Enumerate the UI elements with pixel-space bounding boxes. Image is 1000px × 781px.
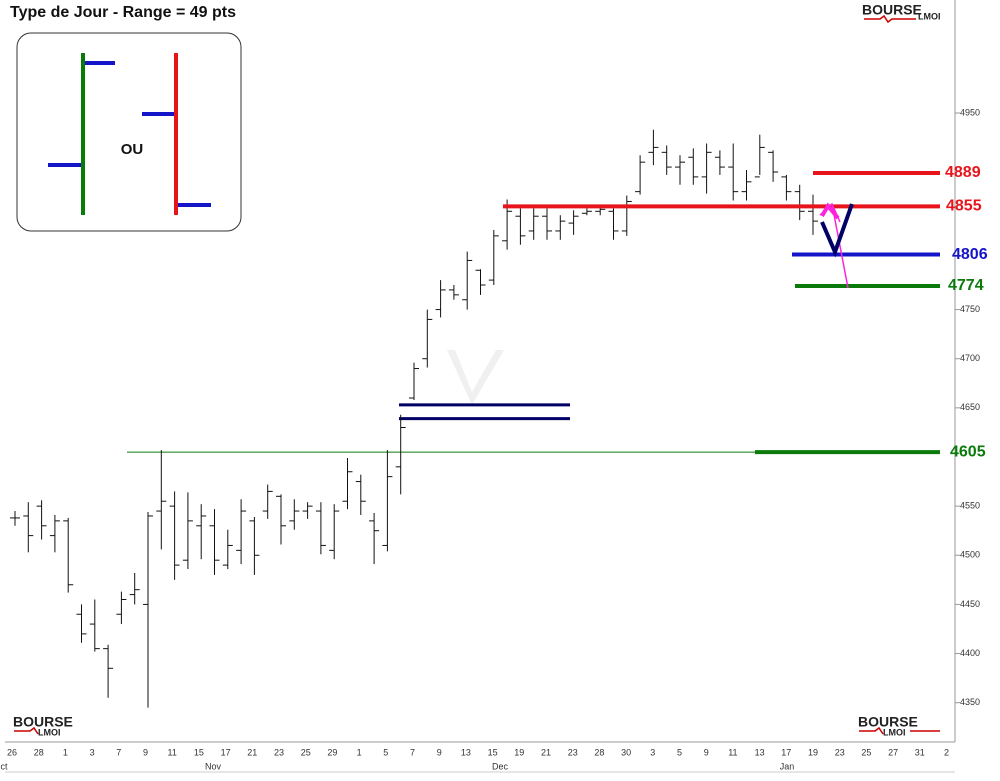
- logo-sub: LMOI: [918, 11, 941, 21]
- x-tick-label: 27: [888, 747, 898, 757]
- y-tick-label: 4950: [960, 107, 980, 117]
- x-tick-label: 1: [63, 747, 68, 757]
- level-label: 4806: [952, 246, 988, 263]
- x-tick-label: 23: [568, 747, 578, 757]
- x-tick-label: 25: [861, 747, 871, 757]
- pink-arrow-head: [820, 202, 840, 220]
- x-tick-label: 15: [194, 747, 204, 757]
- x-tick-label: 21: [247, 747, 257, 757]
- x-tick-label: 1: [357, 747, 362, 757]
- watermark: [447, 350, 504, 405]
- month-label: Nov: [205, 761, 222, 771]
- x-tick-label: 3: [650, 747, 655, 757]
- inset-box: [16, 32, 242, 232]
- x-tick-label: 29: [327, 747, 337, 757]
- logo-name: BOURSE: [858, 714, 918, 730]
- chart-title: Type de Jour - Range = 49 pts: [10, 4, 236, 21]
- x-tick-label: 13: [755, 747, 765, 757]
- x-tick-label: 7: [410, 747, 415, 757]
- x-tick-label: 30: [621, 747, 631, 757]
- y-tick-label: 4550: [960, 501, 980, 511]
- x-tick-label: 23: [835, 747, 845, 757]
- x-tick-label: 28: [34, 747, 44, 757]
- y-tick-label: 4450: [960, 599, 980, 609]
- level-label: 4855: [946, 198, 982, 215]
- x-tick-label: 25: [301, 747, 311, 757]
- x-tick-label: 9: [437, 747, 442, 757]
- inset: OU: [16, 32, 242, 232]
- x-tick-label: 5: [677, 747, 682, 757]
- level-label: 4774: [948, 277, 984, 294]
- logo-swoosh: [14, 726, 39, 735]
- x-tick-label: 11: [728, 747, 737, 757]
- x-tick-label: 28: [594, 747, 604, 757]
- x-tick-label: 11: [168, 747, 177, 757]
- logo-top: BOURSE LMOI: [862, 2, 941, 24]
- y-tick-label: 4400: [960, 648, 980, 658]
- x-tick-label: 23: [274, 747, 284, 757]
- x-tick-label: 17: [221, 747, 231, 757]
- logo-sub: LMOI: [38, 727, 61, 737]
- logo-name: BOURSE: [862, 2, 922, 18]
- x-tick-label: 2: [944, 747, 949, 757]
- logo-swoosh: [864, 14, 916, 24]
- x-tick-label: 19: [808, 747, 818, 757]
- logo-bottom-right: BOURSE LMOI: [858, 714, 940, 737]
- x-tick-label: 9: [143, 747, 148, 757]
- logo-sub: LMOI: [883, 727, 906, 737]
- level-label: 4605: [950, 443, 986, 460]
- y-tick-label: 4700: [960, 353, 980, 363]
- y-tick-label: 4500: [960, 550, 980, 560]
- logo-swoosh: [859, 726, 940, 735]
- x-tick-label: 5: [383, 747, 388, 757]
- x-tick-label: 26: [7, 747, 17, 757]
- month-label: Jan: [780, 761, 795, 771]
- level-label: 4889: [945, 164, 981, 181]
- month-label: ct: [0, 761, 8, 771]
- x-tick-label: 13: [461, 747, 471, 757]
- navy-arrow: [820, 203, 854, 258]
- x-tick-label: 9: [704, 747, 709, 757]
- plot: 4950 4750 4700 4650 4550 4500 4450 4400 4350 26 28…: [0, 107, 987, 771]
- x-tick-label: 31: [915, 747, 925, 757]
- logo-bottom-left: BOURSE LMOI: [13, 714, 73, 738]
- inset-label: OU: [121, 141, 144, 158]
- x-tick-label: 15: [488, 747, 498, 757]
- x-tick-label: 3: [90, 747, 95, 757]
- y-tick-label: 4650: [960, 402, 980, 412]
- x-tick-label: 17: [781, 747, 791, 757]
- y-tick-label: 4750: [960, 304, 980, 314]
- y-tick-label: 4350: [960, 697, 980, 707]
- x-tick-label: 7: [116, 747, 121, 757]
- month-label: Dec: [492, 761, 509, 771]
- logo-name: BOURSE: [13, 714, 73, 730]
- x-tick-label: 19: [514, 747, 524, 757]
- x-tick-label: 21: [541, 747, 551, 757]
